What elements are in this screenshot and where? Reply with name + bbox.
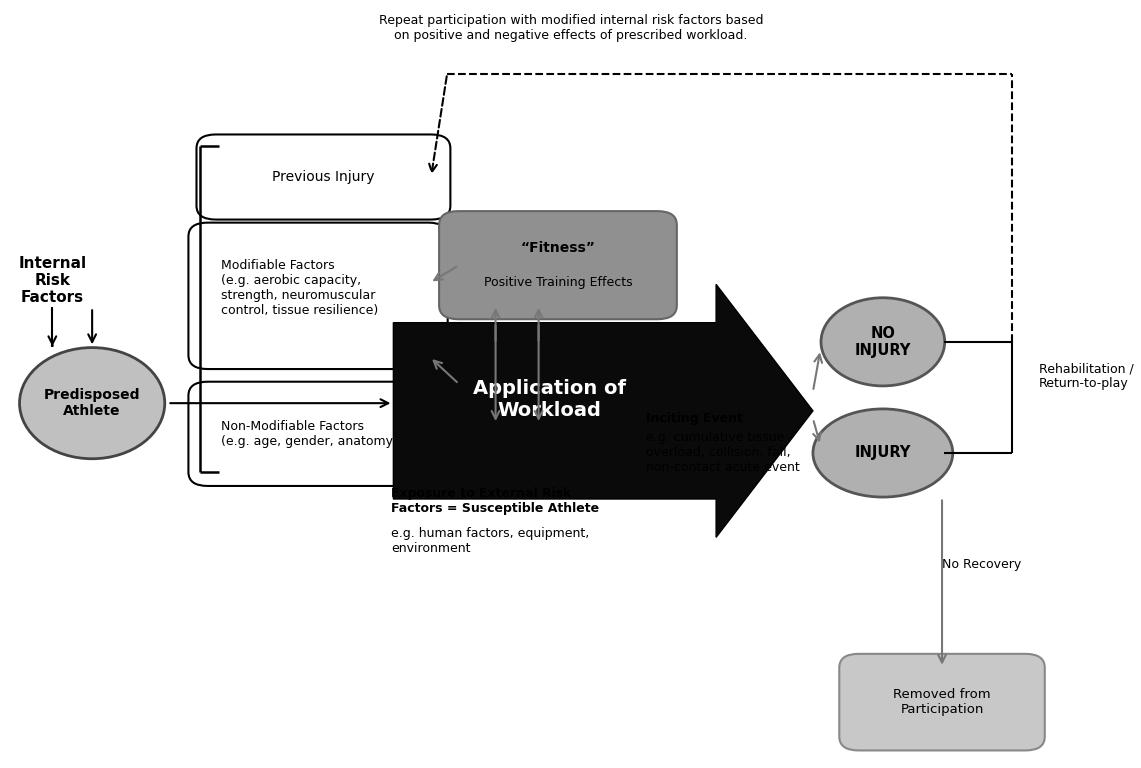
Text: Positive Training Effects: Positive Training Effects [484,276,632,289]
FancyBboxPatch shape [840,654,1045,750]
Text: No Recovery: No Recovery [942,558,1021,571]
Text: “Fitness”: “Fitness” [520,241,596,255]
Text: Previous Injury: Previous Injury [273,170,374,184]
Text: Removed from
Participation: Removed from Participation [893,688,990,716]
Ellipse shape [812,409,953,497]
Text: Repeat participation with modified internal risk factors based
on positive and n: Repeat participation with modified inter… [379,14,763,41]
Text: Negative Training Effects: Negative Training Effects [479,394,637,407]
Text: Exposure to External Risk
Factors = Susceptible Athlete: Exposure to External Risk Factors = Susc… [391,486,599,515]
Text: e.g. human factors, equipment,
environment: e.g. human factors, equipment, environme… [391,527,590,555]
Text: Non-Modifiable Factors
(e.g. age, gender, anatomy): Non-Modifiable Factors (e.g. age, gender… [220,420,397,448]
Text: Modifiable Factors
(e.g. aerobic capacity,
strength, neuromuscular
control, tiss: Modifiable Factors (e.g. aerobic capacit… [220,259,378,317]
Text: “Fatigue”: “Fatigue” [519,360,597,374]
FancyBboxPatch shape [196,134,451,220]
Ellipse shape [19,348,164,458]
Text: Inciting Event: Inciting Event [646,412,743,425]
FancyBboxPatch shape [439,211,677,319]
FancyBboxPatch shape [188,382,447,486]
Text: e.g. cumulative tissue
overload, collision, fall,
non-contact acute event: e.g. cumulative tissue overload, collisi… [646,432,800,475]
Ellipse shape [822,298,945,386]
Text: Internal
Risk
Factors: Internal Risk Factors [18,256,87,306]
FancyBboxPatch shape [439,330,677,438]
FancyBboxPatch shape [188,223,447,369]
Text: Rehabilitation /
Return-to-play: Rehabilitation / Return-to-play [1038,362,1134,390]
Text: Predisposed
Athlete: Predisposed Athlete [43,388,140,419]
Text: NO
INJURY: NO INJURY [855,326,911,358]
Text: INJURY: INJURY [855,445,911,461]
Polygon shape [394,284,812,538]
Text: Application of
Workload: Application of Workload [472,379,626,420]
